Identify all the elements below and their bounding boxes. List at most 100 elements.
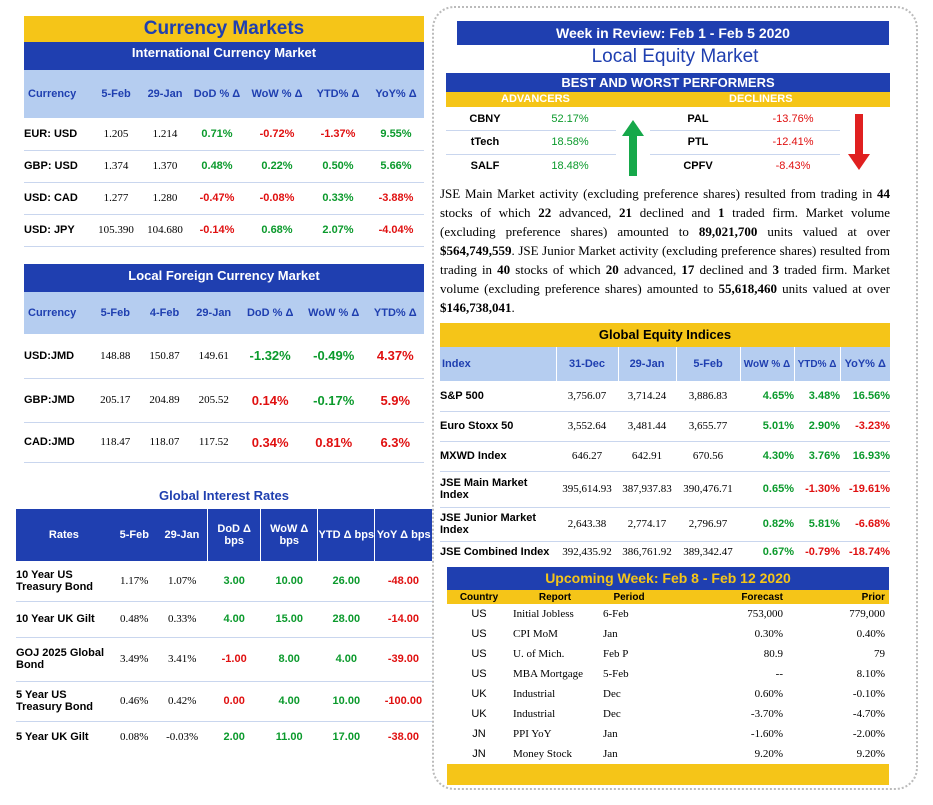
rate-value: 105.390 <box>90 214 142 247</box>
list-item: SALF 18.48% <box>446 154 616 178</box>
change-value: 3.48% <box>794 381 840 412</box>
summary-number: 17 <box>681 262 695 277</box>
list-item: PTL -12.41% <box>650 130 840 154</box>
week-review-title: Week in Review: Feb 1 - Feb 5 2020 <box>457 21 889 45</box>
change-value: 5.01% <box>740 411 794 442</box>
col-header: YTD% Δ <box>316 88 360 100</box>
rate-value: 148.88 <box>89 334 141 379</box>
summary-text: advanced, <box>551 205 620 220</box>
col-header: 5-Feb <box>101 88 131 100</box>
col-header: 29-Jan <box>617 347 676 381</box>
period: 5-Feb <box>603 668 629 680</box>
ticker: PTL <box>687 136 709 148</box>
summary-text: declined and <box>694 262 773 277</box>
bps-change: -39.00 <box>374 637 432 682</box>
report: PPI YoY <box>513 728 552 740</box>
change-value: -0.49% <box>300 334 367 379</box>
report: Industrial <box>513 688 556 700</box>
list-item: tTech 18.58% <box>446 130 616 154</box>
bps-change: 11.00 <box>275 731 303 744</box>
forecast: 753,000 <box>747 608 783 620</box>
col-header: Period <box>613 591 645 603</box>
table-row: CAD:JMD 118.47 118.07 117.52 0.34% 0.81%… <box>24 422 424 463</box>
forecast: 80.9 <box>763 648 783 660</box>
rate-value: 0.08% <box>120 731 149 744</box>
forecast: 0.30% <box>754 628 783 640</box>
table-row: GOJ 2025 Global Bond 3.49% 3.41% -1.00 8… <box>16 637 432 682</box>
equity-indices-table: Index 31-Dec 29-Jan 5-Feb WoW % Δ YTD% Δ… <box>440 347 890 563</box>
country: US <box>471 668 487 680</box>
prior: -0.10% <box>852 688 885 700</box>
interest-rates-title: Global Interest Rates <box>158 488 290 503</box>
advancers-table: CBNY 52.17% tTech 18.58% SALF 18.48% <box>446 108 616 178</box>
col-header: 29-Jan <box>147 88 183 100</box>
table-row: US U. of Mich. Feb P 80.9 79 <box>447 644 889 664</box>
country: US <box>471 608 487 620</box>
market-summary: JSE Main Market activity (excluding pref… <box>440 184 890 317</box>
local-fx-title: Local Foreign Currency Market <box>24 264 424 292</box>
rate-value: 205.52 <box>188 378 240 423</box>
intl-currency-header-row: Currency 5-Feb 29-Jan DoD % Δ WoW % Δ YT… <box>24 70 424 118</box>
currency-pair: CAD:JMD <box>24 422 90 463</box>
table-row: USD: JPY 105.390 104.680 -0.14% 0.68% 2.… <box>24 214 424 247</box>
col-header: WoW % Δ <box>739 347 794 381</box>
prior: 9.20% <box>856 748 885 760</box>
col-header: YoY% Δ <box>839 347 890 381</box>
change-value: 16.93% <box>840 441 890 472</box>
period: Feb P <box>603 648 629 660</box>
index-name: JSE Combined Index <box>440 546 550 559</box>
week-review-frame <box>432 6 918 790</box>
interest-rates-header-row: Rates 5-Feb 29-Jan DoD Δ bps WoW Δ bps Y… <box>16 509 432 561</box>
ticker: PAL <box>687 112 709 125</box>
rate-value: 1.280 <box>142 182 188 215</box>
table-row: S&P 500 3,756.07 3,714.24 3,886.83 4.65%… <box>440 381 890 412</box>
bps-change: 26.00 <box>317 561 375 602</box>
index-value: 390,476.71 <box>676 471 740 508</box>
table-row: MXWD Index 646.27 642.91 670.56 4.30% 3.… <box>440 441 890 472</box>
change-value: -0.72% <box>246 118 308 151</box>
equity-indices-title: Global Equity Indices <box>440 323 890 347</box>
table-row: JSE Junior Market Index 2,643.38 2,774.1… <box>440 507 890 542</box>
ticker: CPFV <box>683 160 713 173</box>
intl-currency-table: Currency 5-Feb 29-Jan DoD % Δ WoW % Δ YT… <box>24 70 424 247</box>
prior: 79 <box>874 648 885 660</box>
bps-change: -48.00 <box>374 561 432 602</box>
bps-change: 10.00 <box>317 681 375 722</box>
col-header: DoD % Δ <box>246 307 294 319</box>
index-value: 646.27 <box>556 441 618 472</box>
change-value: 9.55% <box>368 118 424 151</box>
summary-number: 89,021,700 <box>698 224 758 239</box>
bps-change: 10.00 <box>260 561 318 602</box>
bps-change: 4.00 <box>260 681 318 722</box>
change-value: -3.88% <box>368 182 424 215</box>
report: Money Stock <box>513 748 572 760</box>
interest-rates-table: Rates 5-Feb 29-Jan DoD Δ bps WoW Δ bps Y… <box>16 509 432 753</box>
rate-name: 5 Year UK Gilt <box>16 731 89 744</box>
change-value: 0.33% <box>308 182 368 215</box>
bps-change: 2.00 <box>223 731 245 744</box>
change-value: -1.30% <box>794 471 840 508</box>
currency-pair: GBP:JMD <box>24 378 90 423</box>
advancers-label: ADVANCERS <box>501 93 570 105</box>
change-value: 2.90% <box>794 411 840 442</box>
currency-pair: GBP: USD <box>24 150 90 183</box>
prior: -4.70% <box>852 708 885 720</box>
bps-change: 28.00 <box>317 601 375 638</box>
table-row: USD:JMD 148.88 150.87 149.61 -1.32% -0.4… <box>24 334 424 379</box>
table-row: JN Money Stock Jan 9.20% 9.20% <box>447 744 889 764</box>
bps-change: 0.00 <box>207 681 261 722</box>
col-header: Rates <box>48 529 79 541</box>
table-row: Euro Stoxx 50 3,552.64 3,481.44 3,655.77… <box>440 411 890 442</box>
summary-number: 3 <box>772 262 779 277</box>
bps-change: 4.00 <box>207 601 261 638</box>
country: US <box>471 648 487 660</box>
currency-pair: EUR: USD <box>24 118 90 151</box>
rate-name: 10 Year US Treasury Bond <box>16 561 112 602</box>
rate-value: 0.46% <box>111 681 157 722</box>
rate-name: GOJ 2025 Global Bond <box>16 637 112 682</box>
change-value: 0.68% <box>246 214 308 247</box>
rate-value: 118.07 <box>140 422 189 463</box>
country: JN <box>472 748 486 760</box>
rate-value: 0.33% <box>156 601 208 638</box>
currency-pair: USD: JPY <box>24 214 90 247</box>
